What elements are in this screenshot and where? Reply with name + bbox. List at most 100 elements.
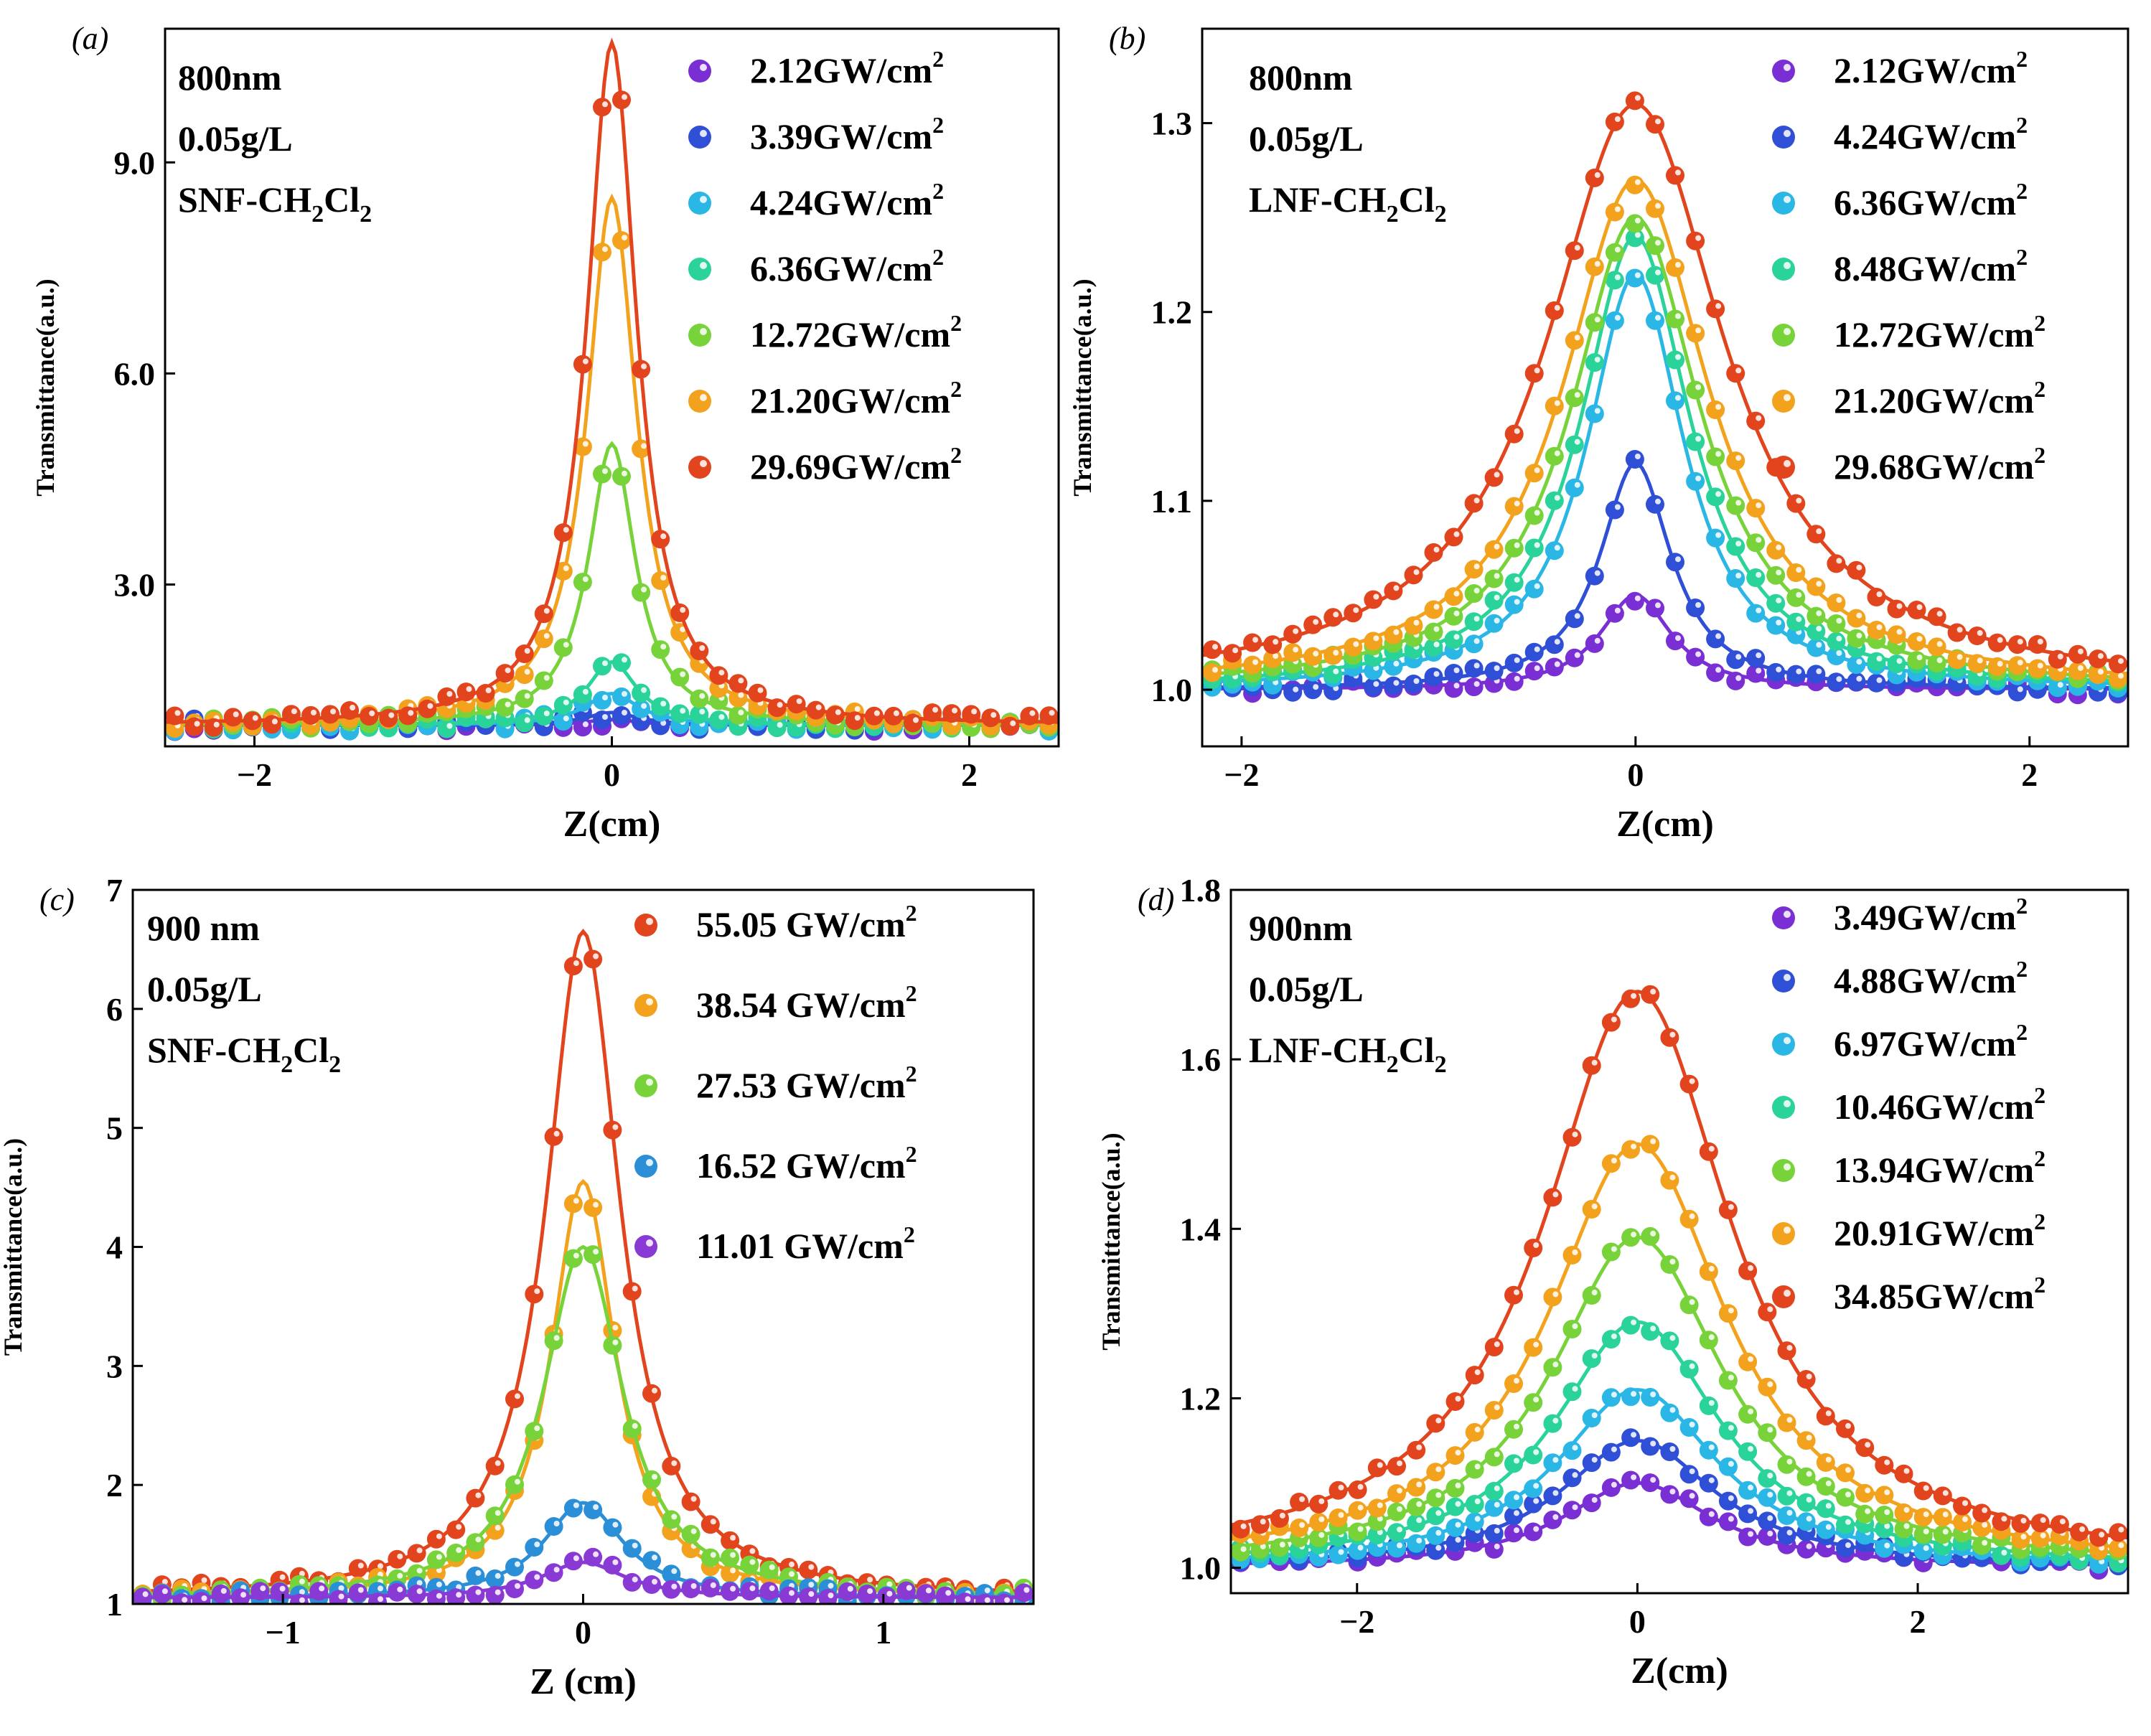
data-point-highlight-d-5-12 [1474,1426,1481,1432]
data-point-highlight-d-6-36 [1942,1490,1949,1496]
data-point-highlight-c-4-2 [182,1597,188,1603]
data-point-highlight-c-4-4 [220,1587,227,1594]
data-point-highlight-d-4-0 [1240,1546,1247,1552]
data-point-b-6-8 [1364,590,1383,609]
data-point-highlight-d-6-15 [1533,1242,1540,1248]
data-point-highlight-b-2-31 [1836,650,1842,656]
data-point-highlight-a-2-20 [563,715,569,722]
legend-label-superscript-a-0: 2 [932,46,944,72]
data-point-c-2-32 [759,1560,779,1580]
data-point-highlight-d-1-16 [1552,1490,1559,1496]
data-point-highlight-b-6-25 [1715,303,1722,309]
legend-item-a-3: 6.36GW/cm2 [688,244,944,288]
data-point-highlight-c-2-32 [769,1564,775,1570]
data-point-highlight-b-3-34 [1896,658,1903,665]
legend-label-superscript-d-5: 2 [2034,1209,2045,1234]
data-point-highlight-d-4-23 [1689,1299,1695,1305]
data-point-highlight-d-3-26 [1748,1445,1754,1452]
data-point-c-0-16 [446,1520,466,1539]
data-point-highlight-c-4-16 [456,1592,462,1598]
data-point-b-5-16 [1524,464,1544,483]
data-point-b-4-27 [1746,533,1766,553]
data-point-highlight-d-5-16 [1552,1291,1559,1298]
data-point-highlight-a-6-33 [815,704,822,710]
legend-marker-b-4 [1772,324,1795,347]
data-point-highlight-d-2-16 [1552,1457,1559,1463]
data-point-a-6-8 [321,705,340,724]
data-point-c-0-27 [662,1456,681,1475]
data-point-highlight-d-4-15 [1533,1397,1540,1403]
y-tick-label-a-1: 6.0 [114,355,156,392]
data-point-c-4-28 [681,1580,700,1598]
data-point-b-1-15 [1504,653,1524,672]
data-point-highlight-b-5-3 [1273,653,1279,659]
data-point-d-4-10 [1426,1488,1445,1508]
data-point-highlight-d-6-4 [1318,1498,1325,1504]
data-point-b-5-38 [1967,654,1987,673]
data-point-b-3-28 [1766,593,1786,613]
legend-label-b-0: 2.12GW/cm2 [1834,46,2028,90]
data-point-a-6-31 [767,698,787,718]
data-point-highlight-b-1-18 [1574,613,1580,619]
data-point-b-3-31 [1827,632,1846,651]
data-point-highlight-d-1-28 [1786,1529,1793,1536]
x-tick-label-c-1: 0 [575,1614,591,1651]
data-point-highlight-b-6-7 [1353,607,1359,614]
data-point-highlight-a-6-13 [427,703,434,709]
data-point-highlight-b-4-28 [1776,569,1782,576]
data-point-highlight-d-6-14 [1514,1289,1519,1295]
data-point-highlight-a-3-18 [524,717,530,723]
data-point-highlight-c-0-8 [299,1570,305,1577]
data-point-b-5-20 [1605,202,1624,222]
data-point-b-0-18 [1565,648,1584,667]
data-point-highlight-a-4-19 [543,675,550,681]
data-point-highlight-d-2-17 [1572,1445,1578,1451]
data-point-c-4-9 [309,1582,329,1601]
data-point-c-4-27 [662,1580,681,1599]
data-point-highlight-d-5-41 [2040,1532,2046,1539]
data-point-a-4-27 [690,689,709,708]
data-point-highlight-b-5-31 [1836,597,1842,603]
data-point-d-6-36 [1933,1486,1952,1506]
data-point-highlight-b-6-12 [1453,531,1460,538]
data-point-a-6-5 [262,715,281,734]
data-point-highlight-d-6-20 [1631,993,1637,999]
data-point-highlight-d-0-23 [1689,1493,1695,1499]
legend-label-superscript-c-3: 2 [906,1141,917,1167]
legend-marker-a-5 [688,390,711,413]
y-tick-label-d-2: 1.4 [1180,1211,1222,1247]
data-point-b-1-26 [1726,650,1745,670]
data-point-highlight-a-5-26 [680,627,686,633]
data-point-d-5-15 [1524,1338,1543,1357]
data-point-b-6-35 [1907,601,1926,619]
data-point-highlight-c-4-0 [142,1591,149,1597]
data-point-highlight-d-4-25 [1728,1374,1734,1381]
data-point-highlight-b-4-27 [1756,537,1762,543]
data-point-d-6-25 [1718,1200,1738,1219]
data-point-d-4-19 [1601,1242,1621,1262]
data-point-highlight-b-0-15 [1514,675,1520,682]
data-point-highlight-b-0-17 [1554,661,1560,667]
data-point-highlight-d-4-24 [1708,1334,1715,1341]
data-point-highlight-c-0-18 [495,1460,501,1466]
data-point-d-0-22 [1660,1485,1679,1504]
data-point-c-4-26 [642,1575,661,1594]
data-point-c-0-22 [563,957,583,976]
data-point-d-2-29 [1796,1512,1816,1531]
data-point-highlight-d-2-21 [1650,1392,1656,1397]
data-point-highlight-b-6-19 [1594,172,1601,178]
data-point-d-5-4 [1309,1513,1328,1531]
data-point-highlight-c-4-44 [1004,1597,1011,1603]
legend-marker-highlight-a-1 [700,130,707,137]
data-point-d-2-16 [1543,1453,1562,1473]
data-point-d-1-18 [1582,1453,1601,1473]
data-point-highlight-d-3-31 [1845,1519,1851,1525]
data-point-highlight-d-6-25 [1728,1204,1734,1210]
data-point-d-5-40 [2011,1530,2030,1549]
data-point-highlight-a-4-27 [699,693,706,699]
data-point-highlight-b-5-21 [1634,179,1641,185]
data-point-highlight-b-6-9 [1393,585,1400,591]
legend-item-b-2: 6.36GW/cm2 [1772,178,2028,222]
data-point-b-4-28 [1766,566,1786,585]
data-point-d-3-17 [1562,1382,1582,1402]
